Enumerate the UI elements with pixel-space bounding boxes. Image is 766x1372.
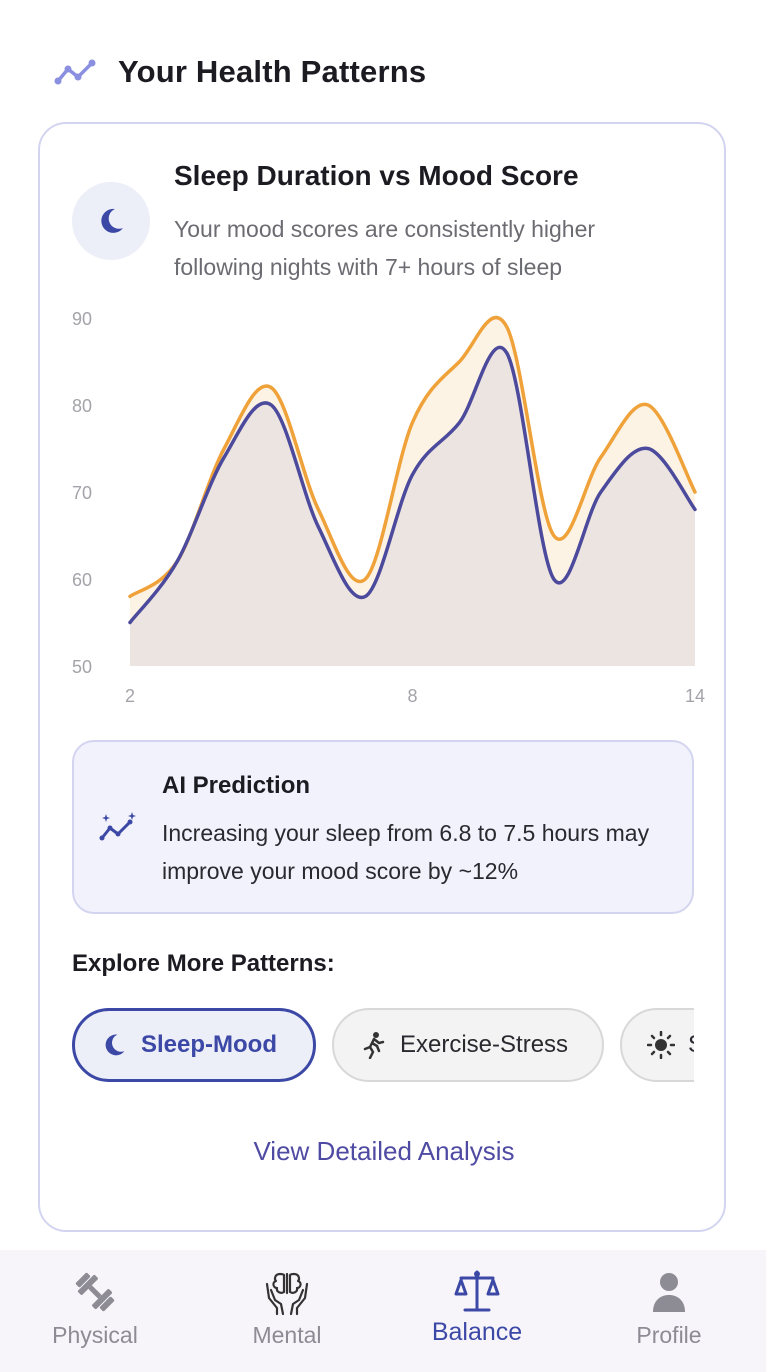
view-detailed-analysis-link[interactable]: View Detailed Analysis — [253, 1136, 515, 1166]
chip-label: Exercise-Stress — [400, 1031, 569, 1058]
ai-prediction-box: AI Prediction Increasing your sleep from… — [72, 740, 694, 914]
nav-label: Mental — [252, 1322, 322, 1348]
sparkle-trend-icon — [99, 812, 136, 841]
chip-sleep-mood[interactable]: Sleep-Mood — [72, 1008, 316, 1082]
page-title: Your Health Patterns — [118, 54, 427, 89]
y-tick-label: 50 — [72, 657, 92, 677]
bottom-nav: Physical Mental B — [0, 1250, 766, 1372]
brain-hands-icon — [265, 1272, 309, 1316]
insight-title: Sleep Duration vs Mood Score — [174, 160, 579, 191]
pattern-card: Sleep Duration vs Mood Score Your mood s… — [38, 122, 726, 1232]
explore-title: Explore More Patterns: — [72, 950, 335, 977]
chip-label: S — [688, 1031, 694, 1059]
nav-label: Balance — [431, 1318, 523, 1346]
dumbbell-icon — [75, 1272, 115, 1312]
sleep-mood-chart: 50 60 70 80 90 2 8 14 — [72, 309, 705, 706]
sun-icon — [646, 1030, 676, 1060]
insight-description: Your mood scores are consistently higher… — [174, 216, 596, 280]
moon-icon-badge — [72, 182, 150, 260]
ai-prediction-title: AI Prediction — [162, 772, 311, 799]
trend-line-icon — [54, 59, 96, 85]
moon-icon — [101, 208, 123, 233]
balance-scale-icon — [454, 1270, 500, 1312]
x-tick-label: 14 — [685, 686, 705, 706]
y-tick-label: 70 — [72, 483, 92, 503]
nav-item-mental[interactable]: Mental — [192, 1250, 382, 1372]
chip-label: Sleep-Mood — [141, 1031, 277, 1058]
nav-item-profile[interactable]: Profile — [574, 1250, 764, 1372]
mood-series-line — [128, 316, 697, 599]
y-tick-label: 60 — [72, 570, 92, 590]
nav-item-physical[interactable]: Physical — [0, 1250, 190, 1372]
x-tick-label: 8 — [407, 686, 417, 706]
nav-label: Profile — [636, 1322, 702, 1348]
pattern-chips: Sleep-Mood Exercise-Stress — [72, 1008, 694, 1084]
sleep-series-line — [128, 345, 697, 625]
page-header: Your Health Patterns — [52, 50, 426, 94]
chip-sun[interactable]: S — [620, 1008, 694, 1082]
sleep-series-area — [130, 347, 695, 666]
chip-exercise-stress[interactable]: Exercise-Stress — [332, 1008, 604, 1082]
y-tick-label: 80 — [72, 396, 92, 416]
ai-prediction-text: Increasing your sleep from 6.8 to 7.5 ho… — [162, 820, 650, 884]
nav-label: Physical — [52, 1322, 138, 1348]
running-person-icon — [358, 1030, 388, 1060]
x-tick-label: 2 — [125, 686, 135, 706]
person-icon — [653, 1273, 685, 1312]
y-tick-label: 90 — [72, 309, 92, 329]
moon-icon — [99, 1030, 129, 1060]
nav-item-balance[interactable]: Balance — [382, 1250, 572, 1372]
